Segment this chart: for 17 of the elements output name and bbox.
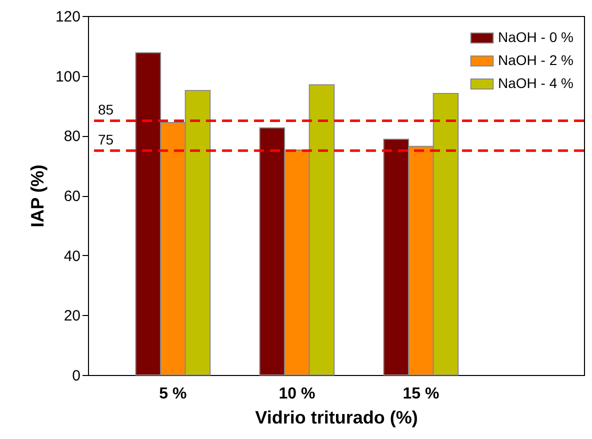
y-tick-label: 60: [64, 188, 80, 205]
x-tick-label: 5 %: [159, 386, 187, 402]
y-tick-label: 0: [72, 368, 80, 384]
y-tick-label: 20: [64, 308, 80, 325]
legend-label: NaOH - 0 %: [498, 29, 574, 45]
y-tick-label: 120: [55, 8, 80, 26]
x-axis-title: Vidrio triturado (%): [255, 408, 418, 428]
legend-label: NaOH - 2 %: [498, 52, 574, 68]
y-tick-label: 80: [64, 128, 80, 146]
y-tick-label: 40: [64, 248, 80, 265]
legend-label: NaOH - 4 %: [498, 75, 574, 91]
y-tick-label: 100: [55, 68, 80, 86]
y-axis-title: IAP (%): [27, 164, 48, 228]
x-tick-label: 10 %: [278, 386, 316, 402]
ref-line-label: 85: [98, 102, 114, 118]
x-tick-label: 15 %: [402, 386, 440, 402]
ref-line-label: 75: [98, 132, 114, 148]
